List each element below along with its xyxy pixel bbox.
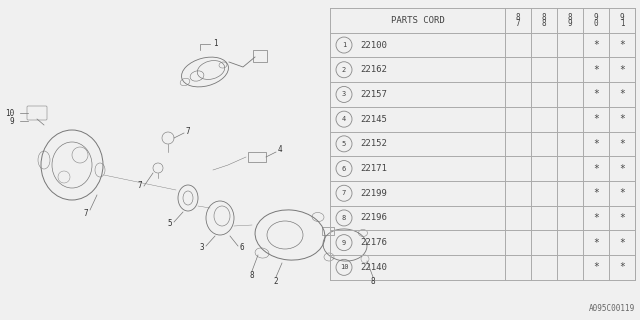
Text: *: * [619, 40, 625, 50]
Text: 7: 7 [342, 190, 346, 196]
Text: *: * [619, 164, 625, 173]
Text: 8: 8 [568, 13, 572, 22]
Text: 9: 9 [620, 13, 624, 22]
Text: 4: 4 [278, 146, 283, 155]
Text: *: * [593, 213, 599, 223]
Text: 22157: 22157 [360, 90, 387, 99]
Text: *: * [593, 188, 599, 198]
Text: 22140: 22140 [360, 263, 387, 272]
Text: *: * [593, 65, 599, 75]
Text: PARTS CORD: PARTS CORD [390, 16, 444, 25]
Text: 22145: 22145 [360, 115, 387, 124]
Text: 7: 7 [138, 181, 142, 190]
Text: *: * [619, 238, 625, 248]
Text: *: * [593, 262, 599, 272]
Text: 22171: 22171 [360, 164, 387, 173]
Text: 6: 6 [240, 244, 244, 252]
Text: 8: 8 [250, 270, 254, 279]
Text: *: * [593, 164, 599, 173]
Text: *: * [619, 188, 625, 198]
Text: 3: 3 [200, 244, 204, 252]
Text: *: * [619, 262, 625, 272]
Text: *: * [593, 90, 599, 100]
Text: 22199: 22199 [360, 189, 387, 198]
Bar [253, 50, 267, 62]
Bar [322, 227, 334, 235]
Text: A095C00119: A095C00119 [589, 304, 635, 313]
Text: 7: 7 [84, 209, 88, 218]
Text: *: * [593, 40, 599, 50]
Text: 22100: 22100 [360, 41, 387, 50]
Text: 2: 2 [274, 276, 278, 285]
Text: 2: 2 [342, 67, 346, 73]
Text: *: * [593, 139, 599, 149]
Text: 10: 10 [340, 264, 348, 270]
Text: 5: 5 [168, 220, 172, 228]
Text: 1: 1 [213, 39, 218, 49]
Text: *: * [619, 213, 625, 223]
Text: 8: 8 [541, 13, 547, 22]
Text: 9: 9 [342, 240, 346, 246]
Text: *: * [619, 65, 625, 75]
Text: 9: 9 [568, 19, 572, 28]
Text: 22162: 22162 [360, 65, 387, 74]
Text: *: * [593, 114, 599, 124]
Text: 7: 7 [516, 19, 520, 28]
Text: 22176: 22176 [360, 238, 387, 247]
Text: *: * [619, 90, 625, 100]
Text: 9: 9 [594, 13, 598, 22]
Text: 4: 4 [342, 116, 346, 122]
Text: 8: 8 [541, 19, 547, 28]
Text: 3: 3 [342, 92, 346, 98]
Text: 22196: 22196 [360, 213, 387, 222]
Text: 5: 5 [342, 141, 346, 147]
Bar [248, 152, 266, 162]
Text: 22152: 22152 [360, 139, 387, 148]
Text: *: * [619, 139, 625, 149]
Text: *: * [593, 238, 599, 248]
Text: 0: 0 [594, 19, 598, 28]
Text: 1: 1 [620, 19, 624, 28]
Text: *: * [619, 114, 625, 124]
Text: 10: 10 [4, 108, 14, 117]
Text: 1: 1 [342, 42, 346, 48]
Text: 9: 9 [10, 116, 14, 125]
Text: 6: 6 [342, 165, 346, 172]
Text: 8: 8 [342, 215, 346, 221]
Text: 8: 8 [371, 276, 375, 285]
Text: 7: 7 [186, 127, 191, 137]
Text: 8: 8 [516, 13, 520, 22]
